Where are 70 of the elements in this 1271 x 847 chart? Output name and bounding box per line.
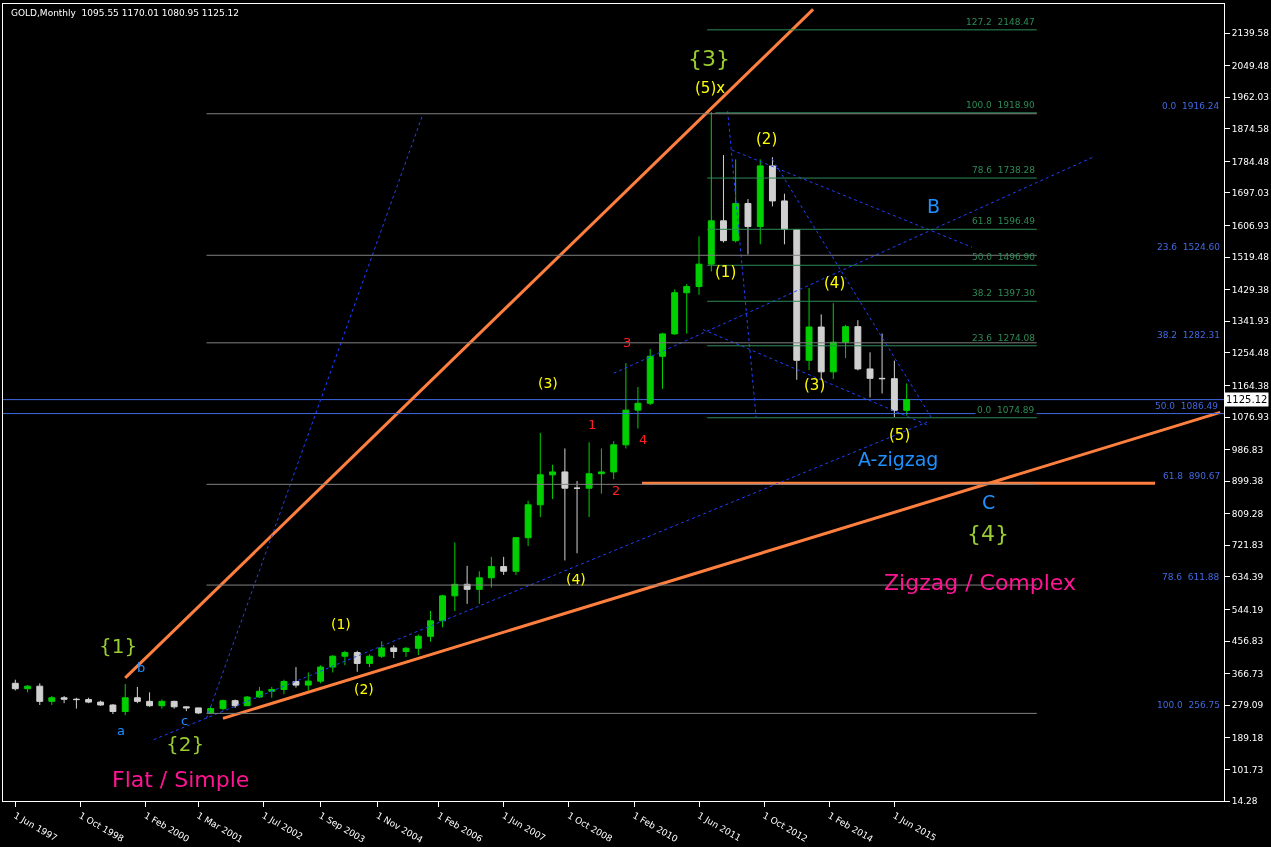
- annotation: {1}: [99, 634, 138, 658]
- text: GOLD,Monthly 1095.55 1170.01 1080.95 1125.12: [11, 8, 240, 18]
- annotation: b: [137, 660, 146, 675]
- annotation: (3): [804, 376, 826, 394]
- y-tick-label: 366.73: [1231, 668, 1264, 679]
- y-tick-label: 1519.48: [1231, 252, 1270, 263]
- annotation: (4): [824, 274, 846, 292]
- y-tick-label: 189.18: [1231, 732, 1264, 743]
- y-tick-label: 544.19: [1231, 604, 1264, 615]
- y-tick-label: 809.28: [1231, 508, 1264, 519]
- annotation: (5): [889, 426, 911, 444]
- annotation: 0.0 1916.24: [1162, 101, 1220, 111]
- annotation: 2: [612, 483, 621, 498]
- annotation: 50.0 1086.49: [1155, 401, 1219, 411]
- annotation: Flat / Simple: [112, 767, 250, 792]
- annotation: {4}: [967, 521, 1009, 546]
- annotation: 23.6 1274.08: [972, 333, 1036, 343]
- y-tick-label: 1076.93: [1231, 412, 1270, 423]
- annotation: 23.6 1524.60: [1157, 242, 1221, 252]
- y-tick-label: 721.83: [1231, 540, 1264, 551]
- annotation: {3}: [688, 46, 730, 71]
- y-tick-label: 1784.48: [1231, 156, 1270, 167]
- y-tick-label: 1254.48: [1231, 348, 1270, 359]
- y-tick-label: 1341.93: [1231, 316, 1270, 327]
- annotation: (2): [354, 681, 374, 697]
- y-tick-label: 1962.03: [1231, 92, 1270, 103]
- annotation: (3): [538, 375, 558, 391]
- annotation: 61.8 890.67: [1163, 471, 1221, 481]
- x-tick-label: 1 Oct 2008: [565, 810, 615, 845]
- annotation: 3: [623, 335, 632, 350]
- annotation: 0.0 1074.89: [977, 405, 1035, 415]
- annotation: {2}: [166, 732, 205, 756]
- y-tick-label: 456.83: [1231, 636, 1264, 647]
- y-tick-label: 1164.38: [1231, 380, 1270, 391]
- y-tick-label: 1697.03: [1231, 188, 1270, 199]
- y-tick-label: 279.09: [1231, 700, 1264, 711]
- y-tick-label: 1874.58: [1231, 123, 1270, 134]
- annotation: (2): [756, 130, 778, 148]
- annotation: C: [982, 491, 996, 513]
- annotation: 1: [588, 417, 597, 432]
- annotation: 61.8 1596.49: [972, 216, 1036, 226]
- annotation: 78.6 1738.28: [972, 165, 1036, 175]
- annotation: (4): [566, 571, 586, 587]
- y-tick-label: 2049.48: [1231, 60, 1270, 71]
- annotation: a: [117, 723, 125, 738]
- x-tick-label: 1 Jun 2007: [500, 810, 548, 844]
- annotation: (1): [331, 616, 351, 632]
- y-tick-label: 986.83: [1231, 444, 1264, 455]
- annotation: Zigzag / Complex: [884, 570, 1077, 595]
- annotation: (5)x: [695, 79, 726, 97]
- annotation: 4: [639, 432, 648, 447]
- annotation: 127.2 2148.47: [966, 17, 1035, 27]
- y-tick-label: 14.28: [1231, 796, 1258, 807]
- x-tick-label: 1 Jun 1997: [12, 810, 59, 844]
- y-tick-label: 1429.38: [1231, 284, 1270, 295]
- y-tick-label: 899.38: [1231, 476, 1264, 487]
- ref-line-label: 1125.12: [1226, 394, 1268, 405]
- annotation: c: [181, 713, 189, 728]
- annotation: 100.0 1918.90: [966, 100, 1035, 110]
- y-tick-label: 2139.58: [1231, 28, 1270, 39]
- annotation: 78.6 611.88: [1162, 572, 1220, 582]
- annotation: 38.2 1282.31: [1157, 330, 1220, 340]
- annotation: 100.0 256.75: [1157, 700, 1220, 710]
- annotation: B: [927, 195, 941, 217]
- annotation: A-zigzag: [858, 448, 939, 470]
- y-tick-label: 101.73: [1231, 764, 1264, 775]
- annotation: (1): [715, 263, 737, 281]
- y-tick-label: 634.39: [1231, 572, 1264, 583]
- y-tick-label: 1606.93: [1231, 220, 1270, 231]
- annotation: 38.2 1397.30: [972, 288, 1036, 298]
